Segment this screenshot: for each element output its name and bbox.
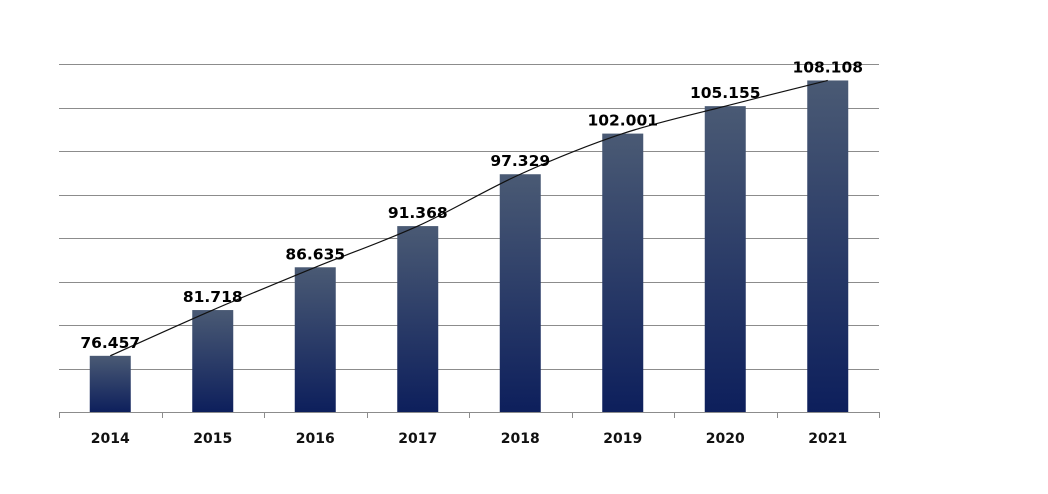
data-label: 97.329 xyxy=(490,152,550,170)
x-axis: 2014 2015 2016 2017 2018 2019 2020 2021 xyxy=(59,412,880,447)
x-tick-label: 2016 xyxy=(296,431,335,447)
data-label: 86.635 xyxy=(285,245,345,263)
x-tick-label: 2015 xyxy=(193,431,232,447)
bar-2017 xyxy=(397,226,439,412)
data-label: 102.001 xyxy=(587,112,658,130)
data-label: 76.457 xyxy=(80,334,140,352)
x-tick-label: 2019 xyxy=(603,431,642,447)
bar-2020 xyxy=(704,106,746,413)
x-tick-label: 2020 xyxy=(706,431,745,447)
trendline xyxy=(110,79,828,357)
x-tick-label: 2018 xyxy=(501,431,540,447)
data-labels: 76.457 81.718 86.635 91.368 97.329 102.001 105… xyxy=(80,58,863,351)
data-label: 105.155 xyxy=(690,84,761,102)
bar-2021 xyxy=(807,80,849,413)
trend-line xyxy=(110,79,828,357)
bar-2019 xyxy=(602,133,644,412)
bar-2016 xyxy=(294,267,336,412)
bars xyxy=(89,80,849,413)
x-tick-label: 2014 xyxy=(91,431,130,447)
data-label: 81.718 xyxy=(183,288,243,306)
data-label: 108.108 xyxy=(792,58,863,76)
bar-2014 xyxy=(89,355,131,412)
data-label: 91.368 xyxy=(388,204,448,222)
x-tick-label: 2017 xyxy=(398,431,437,447)
x-tick-label: 2021 xyxy=(808,431,847,447)
bar-2015 xyxy=(192,310,234,412)
bar-2018 xyxy=(499,174,541,412)
